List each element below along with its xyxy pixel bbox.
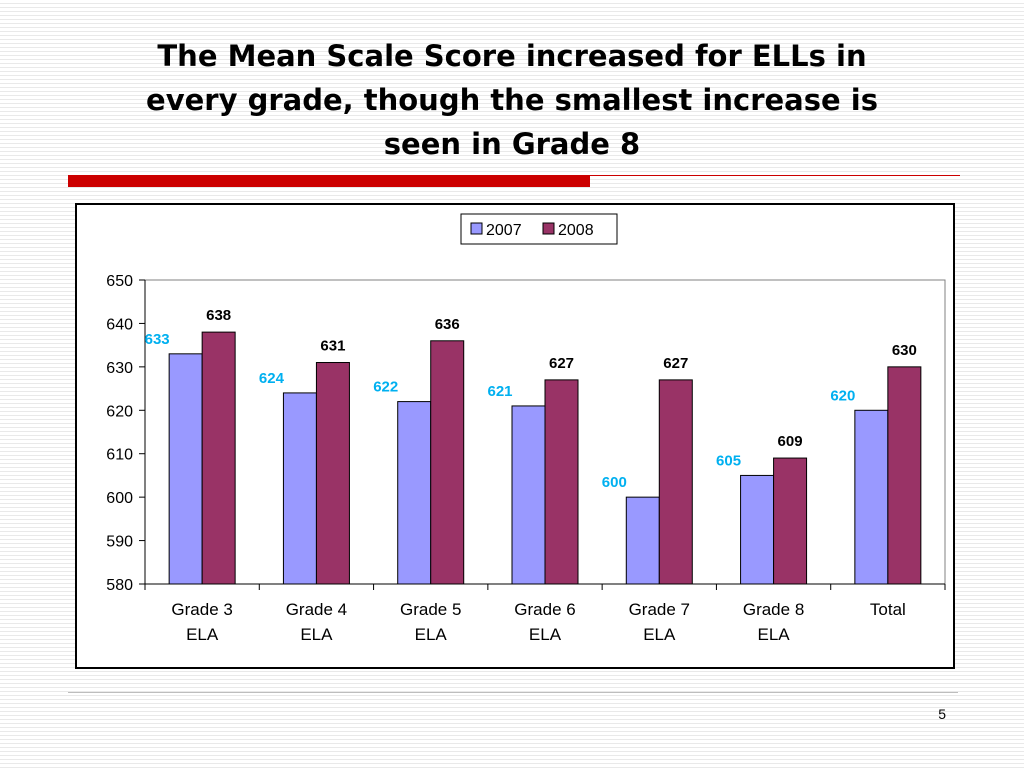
bar-2007 bbox=[511, 405, 546, 585]
data-label-2007: 600 bbox=[602, 474, 627, 491]
chart-frame: 2007 2008 580 590 600 610 620 630 640 650 633 638 G… bbox=[75, 203, 955, 669]
y-tick-label: 610 bbox=[106, 447, 133, 464]
footer-rule bbox=[68, 692, 958, 693]
data-label-2007: 624 bbox=[259, 370, 285, 387]
y-tick-label: 590 bbox=[106, 534, 133, 551]
x-tick-label: Total bbox=[870, 600, 906, 619]
bar-2007 bbox=[740, 474, 775, 585]
x-tick-label: ELA bbox=[643, 625, 676, 644]
data-label-2007: 605 bbox=[716, 452, 741, 469]
x-tick-label: ELA bbox=[758, 625, 791, 644]
data-label-2008: 636 bbox=[435, 316, 460, 333]
x-tick-label: ELA bbox=[415, 625, 448, 644]
y-tick-label: 640 bbox=[106, 316, 133, 333]
slide-title: The Mean Scale Score increased for ELLs … bbox=[60, 34, 964, 166]
title-line-3: seen in Grade 8 bbox=[383, 127, 641, 161]
x-tick-label: Grade 5 bbox=[400, 600, 461, 619]
bar-2008 bbox=[658, 379, 693, 585]
y-tick-label: 650 bbox=[106, 273, 133, 290]
bar-2008 bbox=[201, 331, 236, 585]
data-label-2008: 627 bbox=[663, 355, 688, 372]
accent-rule-thick bbox=[68, 175, 590, 187]
legend-label: 2007 bbox=[486, 222, 522, 239]
bar-2007 bbox=[625, 496, 660, 585]
bar-chart: 2007 2008 580 590 600 610 620 630 640 650 633 638 G… bbox=[106, 213, 946, 644]
data-label-2007: 622 bbox=[373, 379, 398, 396]
bar-2007 bbox=[282, 392, 317, 585]
title-line-2: every grade, though the smallest increas… bbox=[146, 83, 878, 117]
data-label-2008: 630 bbox=[892, 342, 917, 359]
y-tick-label: 580 bbox=[106, 577, 133, 594]
legend-swatch bbox=[470, 222, 483, 235]
plot-area: 580 590 600 610 620 630 640 650 633 638 Grade 3 ELA… bbox=[106, 273, 946, 644]
x-tick-label: Grade 6 bbox=[514, 600, 575, 619]
x-tick-label: Grade 8 bbox=[743, 600, 804, 619]
bar-2007 bbox=[397, 401, 432, 585]
x-tick-label: Grade 7 bbox=[629, 600, 690, 619]
chart-legend: 2007 2008 bbox=[460, 213, 618, 245]
x-tick-label: ELA bbox=[186, 625, 219, 644]
data-label-2007: 620 bbox=[830, 387, 855, 404]
x-tick-label: ELA bbox=[300, 625, 333, 644]
bar-2008 bbox=[315, 362, 350, 585]
x-tick-label: Grade 4 bbox=[286, 600, 347, 619]
legend-label: 2008 bbox=[558, 222, 594, 239]
bar-2008 bbox=[773, 457, 808, 585]
y-tick-label: 600 bbox=[106, 490, 133, 507]
y-tick-label: 630 bbox=[106, 360, 133, 377]
data-label-2008: 627 bbox=[549, 355, 574, 372]
x-tick-label: ELA bbox=[529, 625, 562, 644]
accent-rule-thin bbox=[590, 175, 960, 176]
data-label-2008: 631 bbox=[320, 338, 345, 355]
y-tick-label: 620 bbox=[106, 403, 133, 420]
data-label-2008: 638 bbox=[206, 307, 231, 324]
data-label-2007: 633 bbox=[145, 331, 170, 348]
data-label-2007: 621 bbox=[487, 383, 512, 400]
bar-2008 bbox=[430, 340, 465, 585]
page-number: 5 bbox=[938, 706, 946, 722]
data-label-2008: 609 bbox=[778, 433, 803, 450]
legend-swatch bbox=[542, 222, 555, 235]
bar-2007 bbox=[854, 409, 889, 585]
bar-2008 bbox=[887, 366, 922, 585]
bar-2008 bbox=[544, 379, 579, 585]
legend-box bbox=[460, 213, 618, 245]
bar-2007 bbox=[168, 353, 203, 585]
title-line-1: The Mean Scale Score increased for ELLs … bbox=[157, 39, 867, 73]
x-tick-label: Grade 3 bbox=[171, 600, 232, 619]
